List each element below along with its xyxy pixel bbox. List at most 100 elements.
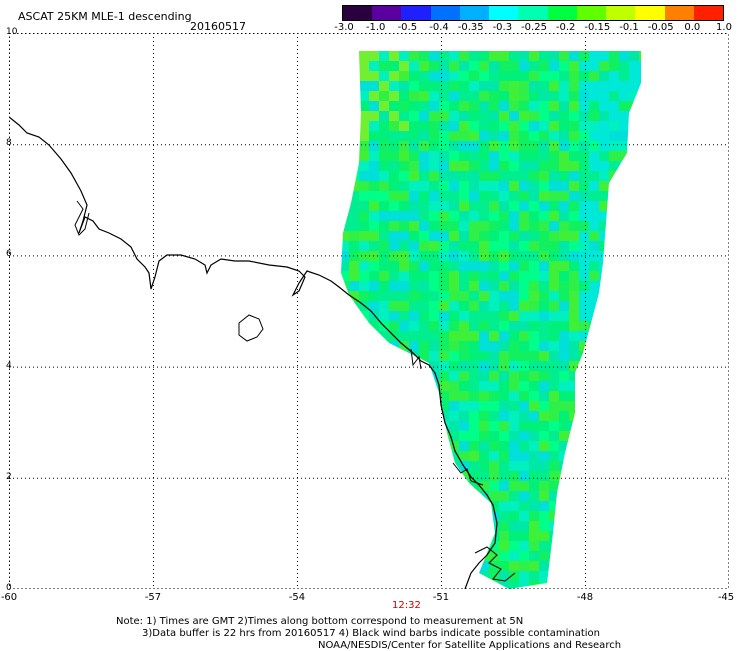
swath-cell [469,151,479,161]
swath-cell [579,431,589,441]
swath-cell [389,561,399,571]
swath-cell [479,421,489,431]
swath-cell [359,131,369,141]
swath-cell [349,451,359,461]
colorbar-tick-label: -0.25 [521,22,547,33]
swath-cell [489,581,499,589]
swath-cell [429,501,439,511]
swath-cell [369,281,379,291]
swath-cell [389,341,399,351]
swath-cell [579,291,589,301]
swath-cell [629,271,639,281]
swath-cell [429,261,439,271]
swath-cell [539,171,549,181]
swath-cell [489,81,499,91]
swath-cell [539,131,549,141]
swath-cell [559,371,569,381]
swath-cell [409,451,419,461]
swath-cell [429,441,439,451]
swath-cell [499,531,509,541]
swath-cell [439,571,449,581]
swath-cell [519,91,529,101]
swath-cell [519,531,529,541]
swath-cell [519,551,529,561]
swath-cell [419,201,429,211]
swath-cell [389,531,399,541]
swath-cell [549,491,559,501]
swath-cell [489,431,499,441]
swath-cell [389,101,399,111]
swath-cell [349,381,359,391]
swath-cell [629,311,639,321]
swath-cell [349,141,359,151]
swath-cell [579,471,589,481]
swath-cell [379,451,389,461]
swath-cell [369,211,379,221]
swath-cell [399,101,409,111]
note-line-2: 3)Data buffer is 22 hrs from 20160517 4)… [142,628,600,639]
swath-cell [459,181,469,191]
swath-cell [479,371,489,381]
swath-cell [529,231,539,241]
swath-cell [569,531,579,541]
swath-cell [341,301,349,311]
swath-cell [369,131,379,141]
swath-cell [629,211,639,221]
swath-cell [519,211,529,221]
swath-cell [449,401,459,411]
swath-cell [539,471,549,481]
swath-cell [599,561,609,571]
swath-cell [449,411,459,421]
swath-cell [539,361,549,371]
swath-cell [341,251,349,261]
swath-cell [499,541,509,551]
swath-cell [629,151,639,161]
swath-cell [609,171,619,181]
swath-cell [539,151,549,161]
swath-cell [409,271,419,281]
swath-cell [629,401,639,411]
swath-cell [409,161,419,171]
swath-cell [579,521,589,531]
swath-cell [439,151,449,161]
swath-cell [619,481,629,491]
swath-cell [479,261,489,271]
swath-cell [579,421,589,431]
swath-cell [619,381,629,391]
swath-cell [459,501,469,511]
swath-cell [489,531,499,541]
swath-cell [429,81,439,91]
swath-cell [479,161,489,171]
swath-cell [519,431,529,441]
swath-cell [379,191,389,201]
swath-cell [349,271,359,281]
swath-cell [529,391,539,401]
swath-cell [379,401,389,411]
swath-cell [359,151,369,161]
swath-cell [419,191,429,201]
swath-cell [349,571,359,581]
swath-cell [419,491,429,501]
latitude-label: 2 [6,471,12,482]
swath-cell [459,451,469,461]
swath-cell [469,311,479,321]
swath-cell [569,571,579,581]
swath-cell [599,531,609,541]
swath-cell [609,231,619,241]
swath-cell [559,351,569,361]
swath-cell [519,261,529,271]
swath-cell [379,251,389,261]
swath-cell [489,261,499,271]
swath-cell [399,451,409,461]
swath-cell [469,271,479,281]
swath-cell [369,151,379,161]
swath-cell [489,221,499,231]
swath-cell [479,341,489,351]
swath-cell [629,291,639,301]
swath-cell [369,271,379,281]
swath-cell [341,231,349,241]
swath-cell [609,501,619,511]
swath-cell [499,101,509,111]
swath-cell [399,551,409,561]
swath-cell [459,261,469,271]
